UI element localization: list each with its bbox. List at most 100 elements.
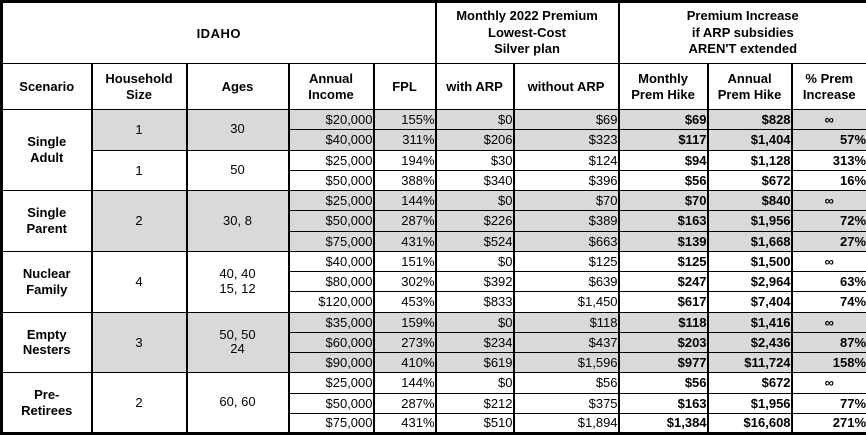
income-cell: $25,000 [287,149,375,171]
pct-increase-cell: 72% [790,210,866,232]
fpl-cell: 388% [372,169,437,192]
header-group-premium: Monthly 2022 Premium Lowest-Cost Silver … [434,1,620,64]
annual-hike-cell: $2,964 [706,270,793,293]
income-cell: $40,000 [287,250,375,273]
monthly-hike-cell: $163 [617,392,709,414]
monthly-hike-cell: $163 [617,210,709,232]
with-arp-cell: $30 [434,149,515,171]
pct-increase-cell: 271% [790,412,866,435]
without-arp-cell: $396 [512,169,620,192]
column-header-annual-prem-hike: Annual Prem Hike [706,63,793,110]
fpl-cell: 311% [372,129,437,151]
monthly-hike-cell: $1,384 [617,412,709,435]
column-header-pct-prem-increase: % Prem Increase [790,63,866,110]
annual-hike-cell: $1,956 [706,392,793,414]
without-arp-cell: $389 [512,210,620,232]
fpl-cell: 431% [372,230,437,252]
annual-hike-cell: $1,956 [706,210,793,232]
without-arp-cell: $118 [512,311,620,333]
with-arp-cell: $0 [434,250,515,273]
ages-cell: 30, 8 [185,190,290,252]
without-arp-cell: $70 [512,189,620,212]
pct-increase-cell: 74% [790,291,866,313]
table-header: IDAHO Monthly 2022 Premium Lowest-Cost S… [0,1,866,110]
monthly-hike-cell: $617 [617,291,709,313]
pct-increase-cell: 57% [790,129,866,151]
with-arp-cell: $392 [434,270,515,293]
table-row: $50,000 287% $212 $375 $163 $1,956 77% [2,392,866,414]
fpl-cell: 410% [372,351,437,374]
table-row: 1 50 $25,000 194% $30 $124 $94 $1,128 313% [2,149,866,191]
without-arp-cell: $663 [512,230,620,252]
fpl-cell: 151% [372,250,437,273]
monthly-hike-cell: $94 [617,149,709,171]
monthly-hike-cell: $977 [617,351,709,374]
income-cell: $40,000 [287,129,375,151]
monthly-hike-cell: $203 [617,331,709,354]
annual-hike-cell: $1,128 [706,149,793,171]
fpl-cell: 144% [372,372,437,394]
with-arp-cell: $0 [434,372,515,394]
without-arp-cell: $56 [512,372,620,394]
income-cell: $90,000 [287,351,375,374]
with-arp-cell: $0 [434,189,515,212]
income-cell: $20,000 [287,108,375,131]
fpl-cell: 453% [372,291,437,313]
column-header-annual-income: Annual Income [287,63,375,110]
header-group-row: IDAHO Monthly 2022 Premium Lowest-Cost S… [0,1,866,64]
without-arp-cell: $323 [512,129,620,151]
pct-increase-cell: 63% [790,270,866,293]
header-group-increase: Premium Increase if ARP subsidies AREN'T… [617,1,866,64]
annual-hike-cell: $7,404 [706,291,793,313]
table-row: $40,000 311% $206 $323 $117 $1,404 57% [2,129,866,151]
income-cell: $50,000 [287,392,375,414]
without-arp-cell: $125 [512,250,620,273]
monthly-hike-cell: $70 [617,189,709,212]
with-arp-cell: $0 [434,311,515,333]
monthly-hike-cell: $247 [617,270,709,293]
column-header-row: Scenario Household Size Ages Annual Inco… [0,63,866,110]
annual-hike-cell: $840 [706,189,793,212]
fpl-cell: 144% [372,189,437,212]
pct-increase-cell: 27% [790,230,866,252]
table-row: Empty Nesters 3 50, 50 24 $35,000 159% $0 $118… [0,311,866,374]
pct-increase-cell: ∞ [790,108,866,131]
household-size-cell: 2 [90,190,188,252]
column-header-ages: Ages [185,63,290,110]
with-arp-cell: $0 [434,108,515,131]
annual-hike-cell: $672 [706,372,793,394]
pct-increase-cell: ∞ [790,372,866,394]
pct-increase-cell: 87% [790,331,866,354]
fpl-cell: 302% [372,270,437,293]
ages-cell: 50, 50 24 [185,311,290,374]
scenario-cell: Single Adult [0,109,93,191]
scenario-cell: Empty Nesters [0,311,93,374]
income-cell: $25,000 [287,372,375,394]
pct-increase-cell: ∞ [790,311,866,333]
pct-increase-cell: 158% [790,351,866,374]
income-cell: $120,000 [287,291,375,313]
table-row: $50,000 287% $226 $389 $163 $1,956 72% [2,210,866,232]
with-arp-cell: $226 [434,210,515,232]
annual-hike-cell: $1,404 [706,129,793,151]
household-size-cell: 4 [90,250,188,313]
annual-hike-cell: $16,608 [706,412,793,435]
fpl-cell: 287% [372,210,437,232]
fpl-cell: 273% [372,331,437,354]
with-arp-cell: $340 [434,169,515,192]
with-arp-cell: $510 [434,412,515,435]
income-cell: $25,000 [287,189,375,212]
monthly-hike-cell: $139 [617,230,709,252]
table-row: Single Parent 2 30, 8 $25,000 144% $0 $70 $70 $8… [0,189,866,252]
table-row: Single Adult 1 30 $20,000 155% $0 $69 $69 $828 ∞ [0,108,866,191]
scenario-cell: Single Parent [0,190,93,252]
pct-increase-cell: ∞ [790,250,866,273]
annual-hike-cell: $1,416 [706,311,793,333]
with-arp-cell: $524 [434,230,515,252]
household-size-cell: 1 [90,109,188,151]
annual-hike-cell: $1,668 [706,230,793,252]
scenario-cell: Pre- Retirees [0,372,93,434]
household-size-cell: 1 [90,149,188,191]
pct-increase-cell: 16% [790,169,866,192]
income-cell: $35,000 [287,311,375,333]
